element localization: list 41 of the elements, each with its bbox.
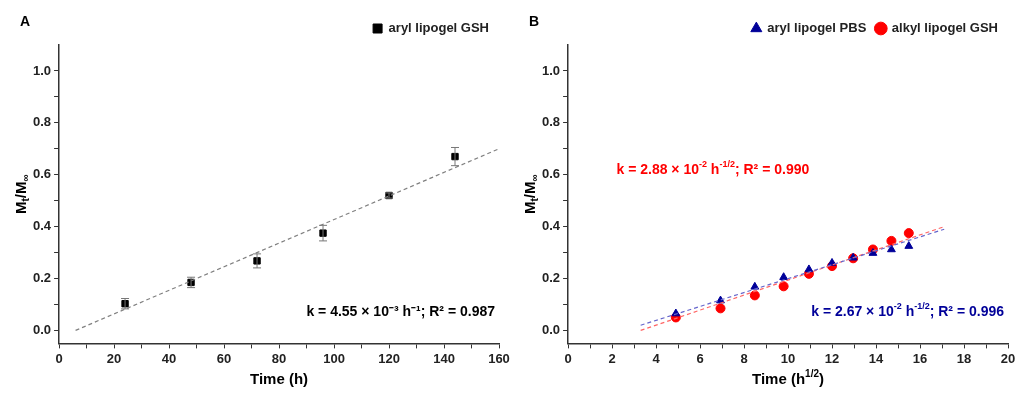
annotation: k = 4.55 × 10⁻³ h⁻¹; R² = 0.987 — [306, 303, 496, 320]
x-tick-label: 18 — [956, 350, 972, 366]
x-tick-label: 12 — [824, 350, 840, 366]
x-tick-label: 100 — [323, 350, 345, 366]
y-tick-label: 0.0 — [541, 322, 561, 337]
y-tick-label: 1.0 — [541, 62, 561, 78]
x-tick-label: 80 — [271, 350, 287, 366]
x-tick-label: 10 — [780, 350, 796, 366]
y-tick-label: 0.4 — [541, 218, 561, 234]
y-tick-label: 0.6 — [541, 166, 561, 182]
y-tick-label: 0.4 — [32, 218, 52, 234]
chart-title: B — [529, 12, 540, 29]
x-tick-label: 60 — [216, 350, 232, 366]
y-axis-title: Mt/M∞ — [12, 174, 32, 215]
x-tick-label: 40 — [161, 350, 177, 366]
x-tick-label: 8 — [740, 350, 748, 366]
y-tick-label: 0.2 — [32, 270, 52, 286]
y-tick-label: 1.0 — [32, 62, 52, 78]
x-tick-label: 0 — [55, 350, 63, 366]
y-tick-label: 0.8 — [541, 114, 561, 130]
y-tick-label: 0.6 — [32, 166, 52, 182]
x-tick-label: 120 — [378, 350, 400, 366]
x-tick-label: 20 — [106, 350, 122, 366]
x-tick-label: 160 — [488, 350, 510, 366]
y-tick-label: 0.8 — [32, 114, 52, 130]
legend-label: aryl lipogel GSH — [388, 20, 490, 36]
x-tick-label: 0 — [564, 350, 572, 366]
x-tick-label: 4 — [652, 350, 661, 366]
x-tick-label: 6 — [696, 350, 704, 366]
x-tick-label: 16 — [912, 350, 928, 366]
legend-label: alkyl lipogel GSH — [891, 20, 999, 36]
x-axis-title: Time (h) — [250, 370, 309, 388]
x-tick-label: 14 — [868, 350, 885, 366]
y-tick-label: 0.0 — [32, 322, 52, 337]
x-tick-label: 140 — [433, 350, 455, 366]
chart-title: A — [20, 12, 31, 29]
y-axis-title: Mt/M∞ — [521, 174, 541, 215]
x-tick-label: 20 — [1000, 350, 1016, 366]
x-tick-label: 2 — [608, 350, 616, 366]
y-tick-label: 0.2 — [541, 270, 561, 286]
legend-label: aryl lipogel PBS — [767, 20, 867, 36]
